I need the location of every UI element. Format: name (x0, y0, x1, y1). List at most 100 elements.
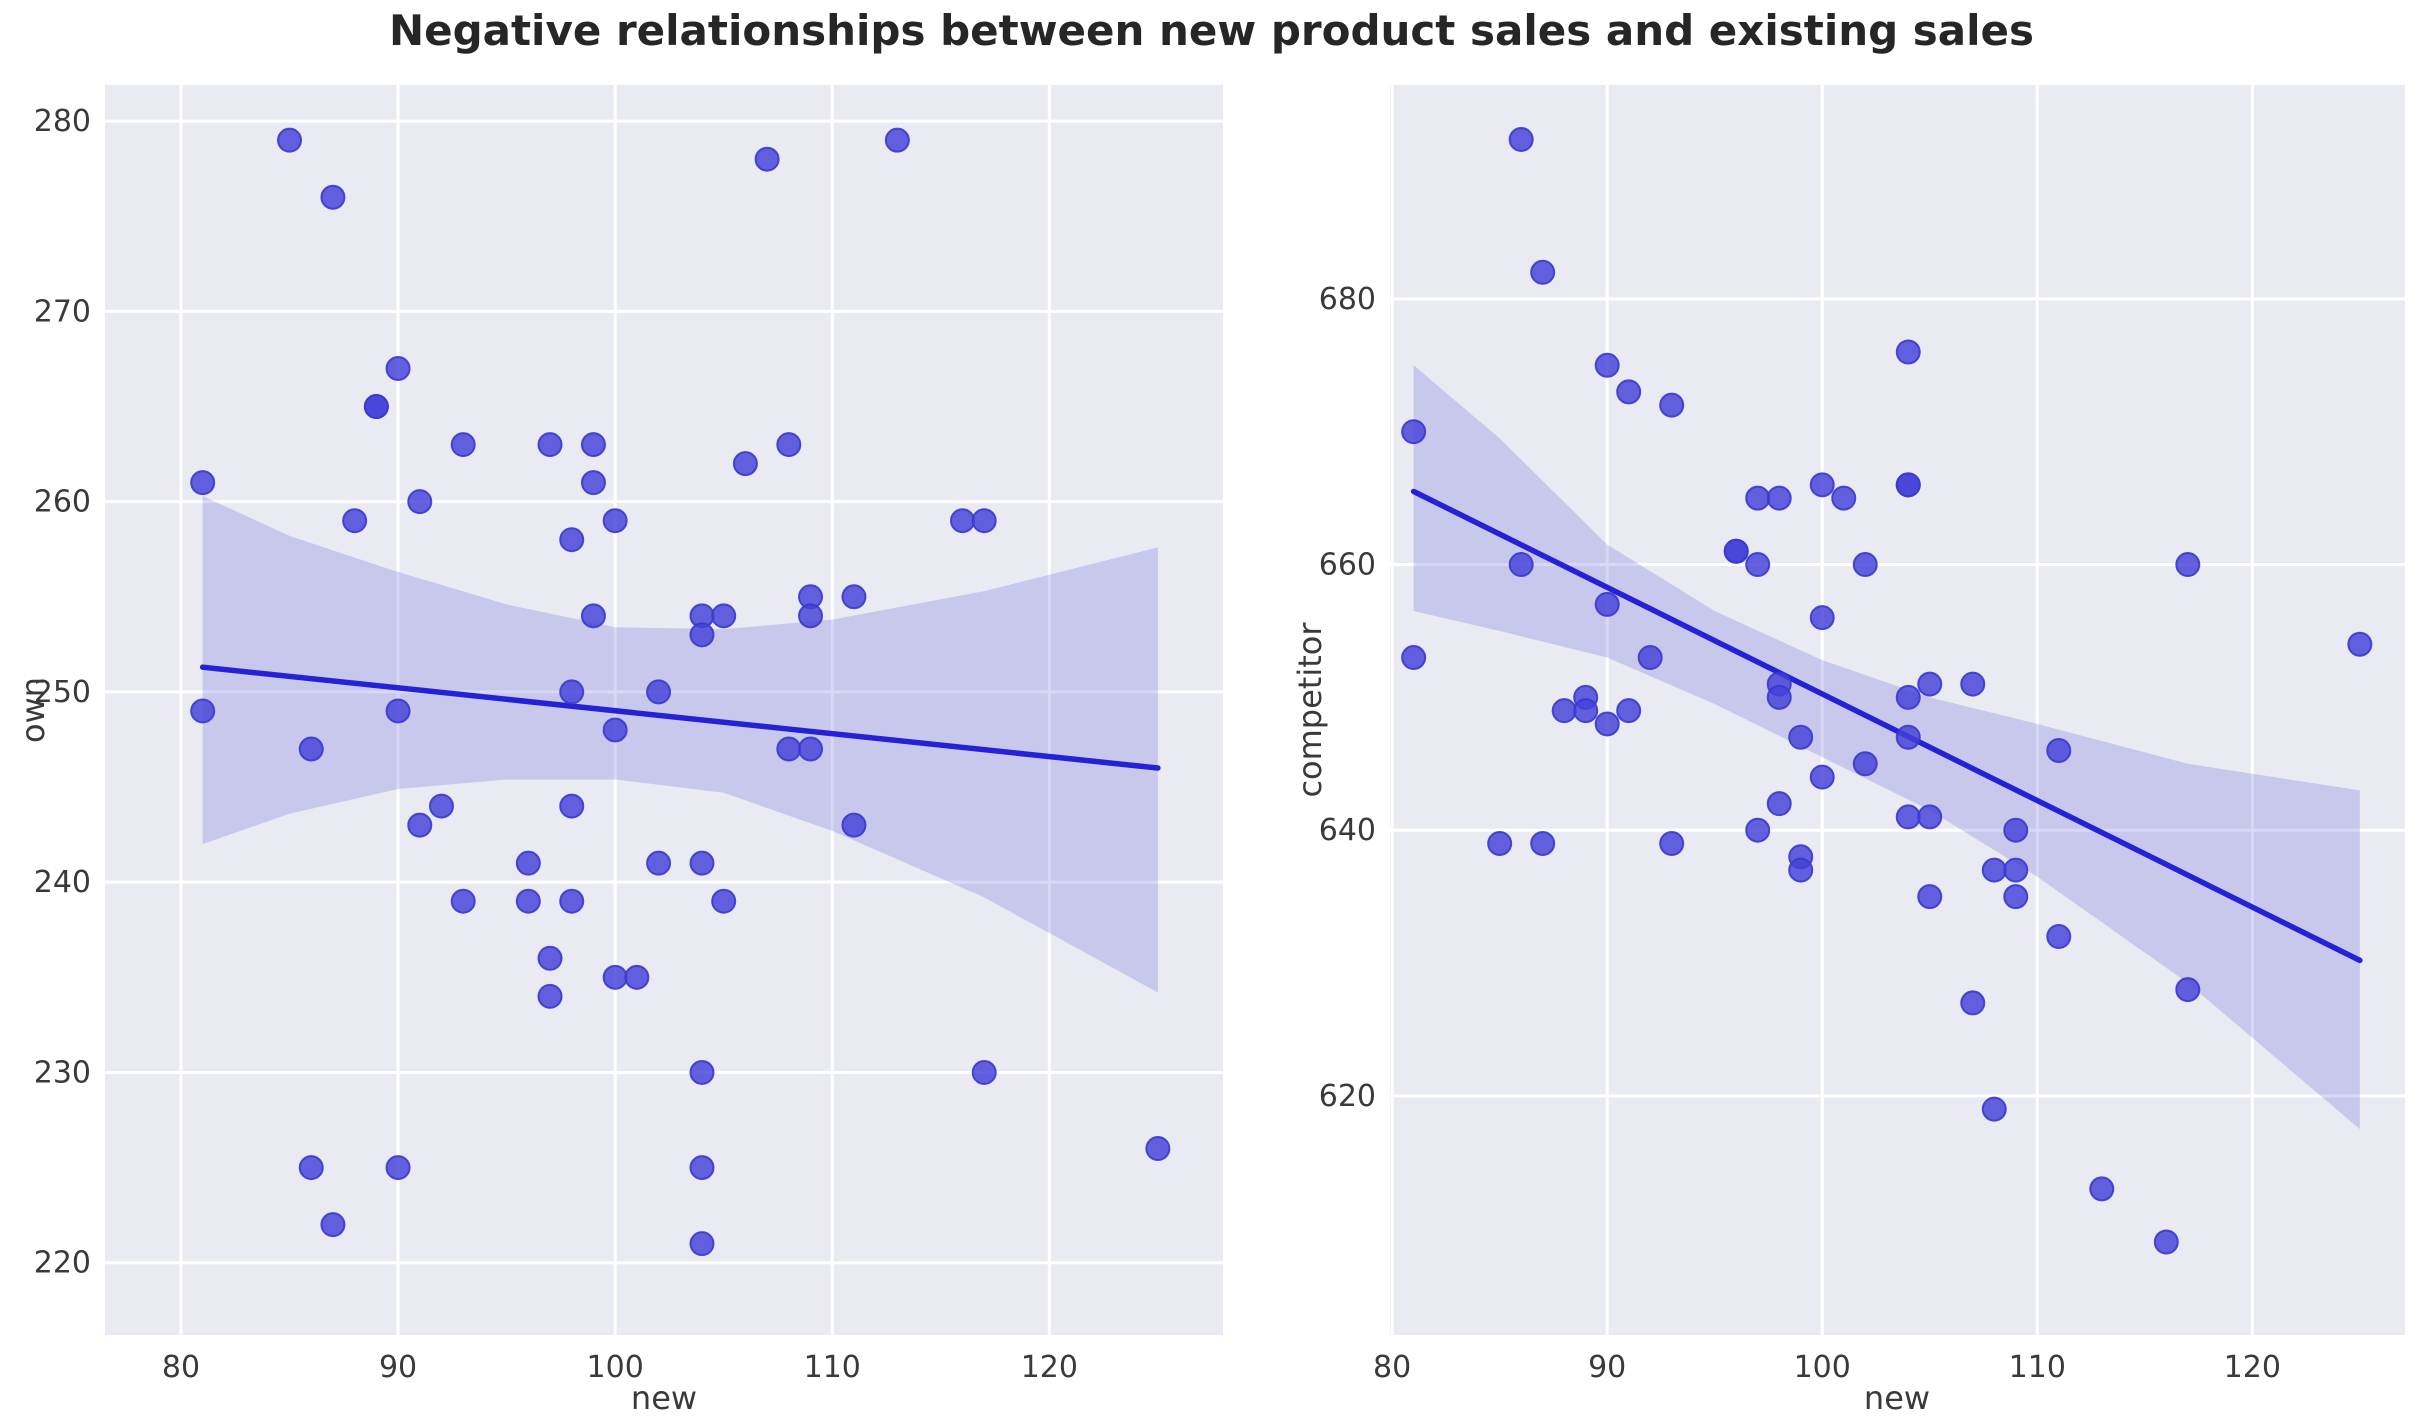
data-point (1895, 684, 1921, 710)
y-tick-label: 230 (34, 1055, 91, 1090)
data-point (949, 508, 975, 534)
data-point (2046, 738, 2072, 764)
data-point (646, 850, 672, 876)
data-point (320, 1212, 346, 1238)
y-tick-label: 680 (1319, 282, 1376, 317)
confidence-band (202, 495, 1158, 993)
data-point (559, 679, 585, 705)
data-point (602, 717, 628, 743)
data-point (2003, 817, 2029, 843)
data-point (1917, 884, 1943, 910)
data-point (537, 432, 563, 458)
data-point (1766, 485, 1792, 511)
y-tick-label: 620 (1319, 1079, 1376, 1114)
data-point (711, 888, 737, 914)
y-tick-label: 240 (34, 865, 91, 900)
data-point (1852, 751, 1878, 777)
data-point (689, 1059, 715, 1085)
data-point (1401, 645, 1427, 671)
data-point (1487, 831, 1513, 857)
confidence-band (1413, 365, 2360, 1130)
data-point (1895, 472, 1921, 498)
data-point (407, 812, 433, 838)
x-tick-label: 100 (587, 1350, 644, 1385)
x-tick-label: 110 (804, 1350, 861, 1385)
data-point (537, 945, 563, 971)
data-point (1960, 990, 1986, 1016)
data-point (798, 603, 824, 629)
right-plot-ylabel: competitor (1291, 622, 1329, 798)
data-point (277, 127, 303, 153)
data-point (2003, 857, 2029, 883)
data-point (971, 508, 997, 534)
y-tick-label: 280 (34, 104, 91, 139)
data-point (1401, 419, 1427, 445)
data-point (385, 698, 411, 724)
data-point (385, 1155, 411, 1181)
data-point (580, 432, 606, 458)
data-point (689, 850, 715, 876)
data-point (1917, 804, 1943, 830)
data-point (2175, 552, 2201, 578)
data-point (363, 394, 389, 420)
data-point (1766, 684, 1792, 710)
data-point (320, 184, 346, 210)
data-point (298, 736, 324, 762)
data-point (1594, 352, 1620, 378)
data-point (841, 812, 867, 838)
data-point (1551, 698, 1577, 724)
data-point (602, 964, 628, 990)
data-point (1852, 552, 1878, 578)
data-point (798, 736, 824, 762)
data-point (1981, 857, 2007, 883)
figure-title: Negative relationships between new produ… (388, 6, 2035, 55)
data-point (1766, 791, 1792, 817)
data-point (407, 489, 433, 515)
data-point (1659, 831, 1685, 857)
data-point (1616, 698, 1642, 724)
data-point (711, 603, 737, 629)
data-point (2089, 1176, 2115, 1202)
data-point (1723, 538, 1749, 564)
data-point (559, 793, 585, 819)
left-plot-xlabel: new (630, 1379, 698, 1417)
x-tick-label: 80 (1373, 1350, 1411, 1385)
regression-line (199, 664, 1161, 771)
x-tick-label: 110 (2009, 1350, 2066, 1385)
plot-background (105, 85, 1223, 1335)
y-tick-label: 270 (34, 294, 91, 329)
data-point (1960, 671, 1986, 697)
y-tick-label: 220 (34, 1246, 91, 1281)
data-point (1508, 126, 1534, 152)
right-plot-xlabel: new (1863, 1379, 1931, 1417)
data-point (1745, 485, 1771, 511)
x-tick-label: 120 (1021, 1350, 1078, 1385)
data-point (2046, 923, 2072, 949)
data-point (580, 470, 606, 496)
data-point (624, 964, 650, 990)
x-tick-label: 120 (2224, 1350, 2281, 1385)
data-point (1530, 259, 1556, 285)
data-point (559, 527, 585, 553)
data-point (428, 793, 454, 819)
data-point (537, 983, 563, 1009)
data-point (689, 1155, 715, 1181)
data-point (1895, 724, 1921, 750)
data-point (2347, 631, 2373, 657)
data-point (1745, 817, 1771, 843)
data-point (754, 146, 780, 172)
y-tick-label: 660 (1319, 548, 1376, 583)
data-point (559, 888, 585, 914)
x-tick-label: 90 (379, 1350, 417, 1385)
x-tick-label: 90 (1588, 1350, 1626, 1385)
data-point (776, 736, 802, 762)
data-point (1809, 764, 1835, 790)
data-point (841, 584, 867, 610)
data-point (1594, 711, 1620, 737)
y-tick-label: 260 (34, 485, 91, 520)
left-plot-ylabel: own (14, 676, 52, 744)
data-point (776, 432, 802, 458)
x-tick-label: 100 (1794, 1350, 1851, 1385)
data-point (450, 432, 476, 458)
data-point (1573, 698, 1599, 724)
